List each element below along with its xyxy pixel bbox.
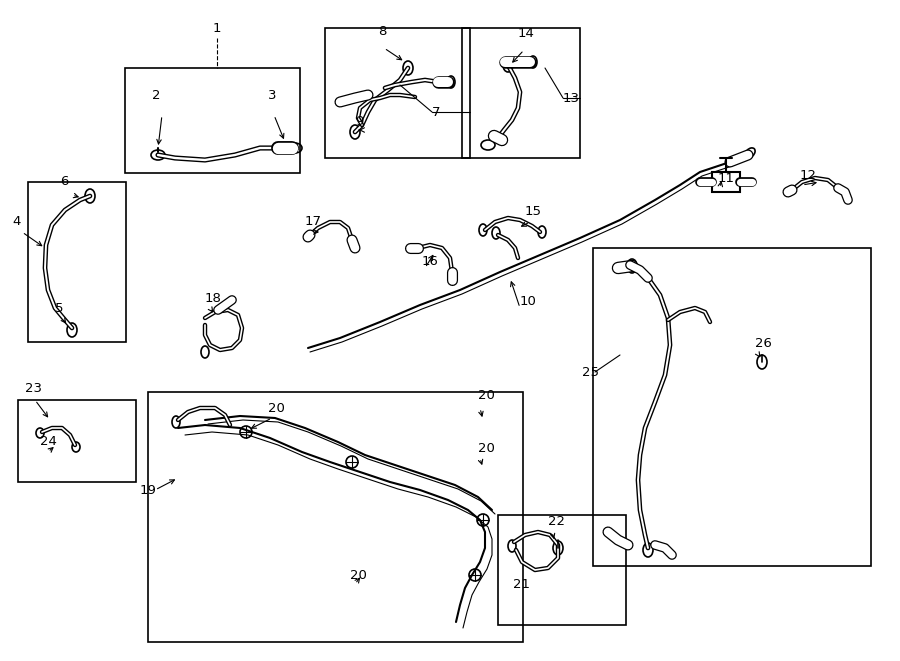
- Text: 20: 20: [478, 389, 495, 402]
- Text: 20: 20: [268, 402, 285, 415]
- Text: 10: 10: [520, 295, 537, 308]
- Text: 26: 26: [755, 337, 772, 350]
- Text: 18: 18: [205, 292, 222, 305]
- Text: 2: 2: [152, 89, 160, 102]
- Text: 20: 20: [478, 442, 495, 455]
- Text: 19: 19: [140, 483, 157, 496]
- Text: 15: 15: [525, 205, 542, 218]
- Text: 25: 25: [582, 366, 599, 379]
- Text: 9: 9: [355, 115, 364, 128]
- Text: 24: 24: [40, 435, 57, 448]
- Text: 17: 17: [305, 215, 322, 228]
- Text: 6: 6: [60, 175, 68, 188]
- Bar: [125, 68, 300, 173]
- Bar: [593, 248, 871, 566]
- Text: 3: 3: [268, 89, 276, 102]
- Text: 7: 7: [432, 106, 440, 118]
- Text: 13: 13: [563, 91, 580, 104]
- Text: 5: 5: [55, 302, 64, 315]
- Text: 12: 12: [800, 169, 817, 182]
- Text: 4: 4: [12, 215, 21, 228]
- Bar: [498, 515, 626, 625]
- Bar: [712, 172, 740, 192]
- Text: 11: 11: [718, 172, 735, 185]
- Bar: [18, 400, 136, 482]
- Bar: [148, 392, 523, 642]
- Bar: [28, 182, 126, 342]
- Text: 16: 16: [422, 255, 439, 268]
- Text: 20: 20: [350, 569, 367, 582]
- Text: 21: 21: [514, 578, 530, 591]
- Text: 23: 23: [25, 382, 42, 395]
- Text: 1: 1: [212, 22, 221, 35]
- Text: 8: 8: [378, 25, 386, 38]
- Bar: [462, 28, 580, 158]
- Text: 14: 14: [518, 27, 535, 40]
- Bar: [325, 28, 470, 158]
- Text: 22: 22: [548, 515, 565, 528]
